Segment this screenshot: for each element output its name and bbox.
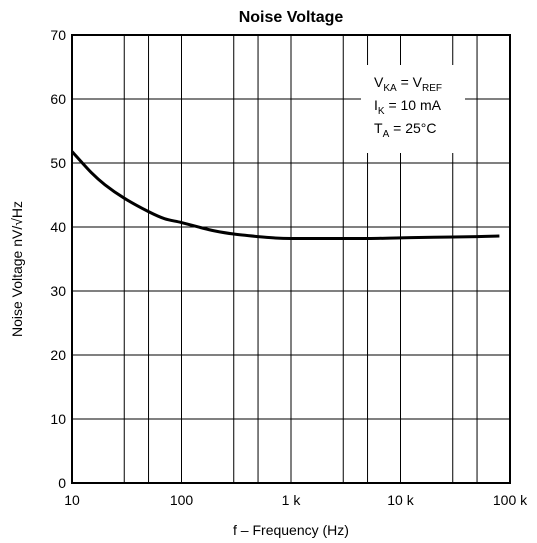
y-tick-label: 50 — [50, 155, 66, 171]
y-tick-label: 40 — [50, 219, 66, 235]
annotation-line: IK = 10 mA — [374, 97, 442, 117]
noise-voltage-curve — [70, 150, 500, 241]
x-axis-label: f – Frequency (Hz) — [233, 522, 349, 538]
x-tick-label: 1 k — [282, 492, 302, 508]
x-tick-label: 10 — [64, 492, 80, 508]
y-tick-label: 20 — [50, 347, 66, 363]
chart-title: Noise Voltage — [239, 9, 344, 26]
series-layer — [70, 150, 500, 241]
x-tick-label: 10 k — [387, 492, 414, 508]
y-tick-label: 30 — [50, 283, 66, 299]
annotation-line: TA = 25°C — [374, 120, 436, 140]
plot-frame — [71, 34, 511, 484]
y-axis-label: Noise Voltage nV/√Hz — [9, 201, 25, 337]
y-tick-label: 60 — [50, 91, 66, 107]
annotation-line: VKA = VREF — [374, 74, 442, 94]
y-tick-label: 70 — [50, 27, 66, 43]
y-tick-label: 10 — [50, 411, 66, 427]
x-tick-label: 100 — [170, 492, 194, 508]
annotation-background — [361, 65, 465, 153]
y-tick-label: 0 — [58, 475, 66, 491]
conditions-annotation: VKA = VREF IK = 10 mA TA = 25°C — [361, 65, 465, 153]
x-tick-label: 100 k — [493, 492, 528, 508]
